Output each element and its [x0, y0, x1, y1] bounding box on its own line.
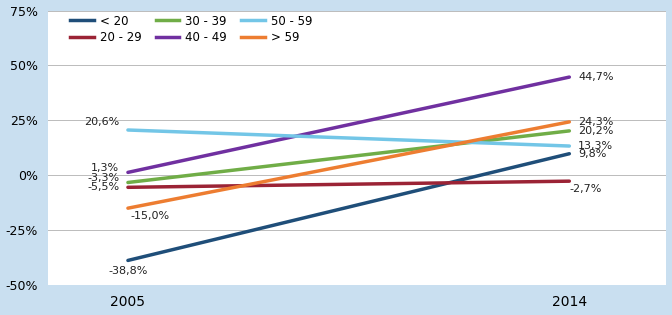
Text: 24,3%: 24,3%: [578, 117, 614, 127]
Text: 13,3%: 13,3%: [578, 141, 614, 151]
Text: -2,7%: -2,7%: [569, 185, 601, 194]
Text: -3,3%: -3,3%: [87, 173, 119, 183]
Text: 44,7%: 44,7%: [578, 72, 614, 82]
Text: 1,3%: 1,3%: [91, 163, 119, 173]
Legend: < 20, 20 - 29, 30 - 39, 40 - 49, 50 - 59, > 59: < 20, 20 - 29, 30 - 39, 40 - 49, 50 - 59…: [67, 11, 316, 48]
Text: -38,8%: -38,8%: [108, 266, 148, 276]
Text: 20,6%: 20,6%: [84, 117, 119, 127]
Text: 20,2%: 20,2%: [578, 126, 614, 136]
Text: -15,0%: -15,0%: [130, 211, 169, 221]
Text: -5,5%: -5,5%: [87, 182, 119, 192]
Text: 9,8%: 9,8%: [578, 149, 607, 159]
